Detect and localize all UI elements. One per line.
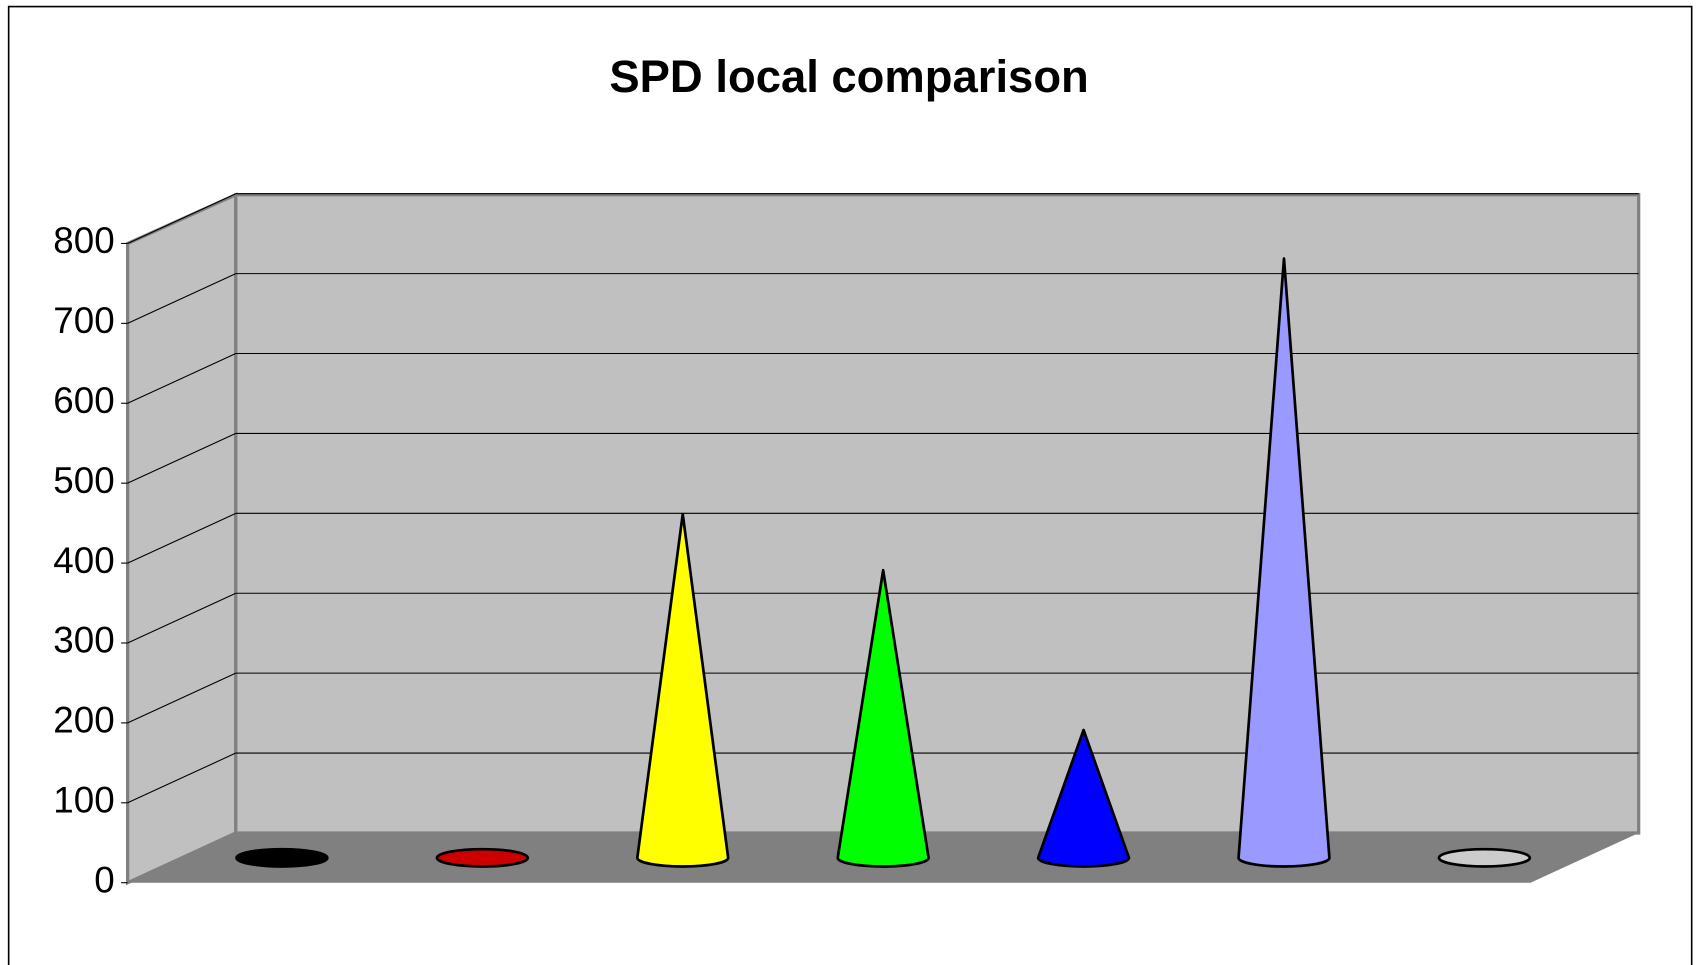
- cone: [635, 512, 730, 868]
- grid-line: [127, 512, 237, 564]
- cone: [1437, 847, 1532, 868]
- y-tick-label: 600: [53, 380, 114, 421]
- cone: [235, 847, 329, 868]
- cone: [1237, 257, 1331, 868]
- y-tick-label: 500: [53, 460, 114, 501]
- chart-title: SPD local comparison: [609, 51, 1088, 102]
- cone: [1036, 728, 1131, 868]
- y-tick-label: 200: [53, 700, 114, 741]
- grid-line: [127, 432, 237, 484]
- y-tick-label: 800: [53, 220, 114, 261]
- y-tick-label: 700: [53, 300, 114, 341]
- back-wall: [234, 193, 1641, 835]
- marks: [235, 257, 1532, 868]
- grid-line: [127, 193, 237, 244]
- grid-line: [127, 592, 237, 644]
- y-tick-label: 400: [53, 540, 114, 581]
- cone: [435, 847, 530, 868]
- y-tick-label: 0: [94, 859, 114, 900]
- grid-line: [127, 273, 237, 324]
- y-tick-label: 100: [53, 780, 114, 821]
- grid-line: [127, 672, 237, 724]
- grid-line: [127, 752, 237, 804]
- grid-line: [127, 353, 237, 404]
- grid: 0 100 200 300 400 500 600 700 800: [53, 193, 1639, 900]
- y-tick-label: 300: [53, 620, 114, 661]
- cone: [836, 568, 930, 868]
